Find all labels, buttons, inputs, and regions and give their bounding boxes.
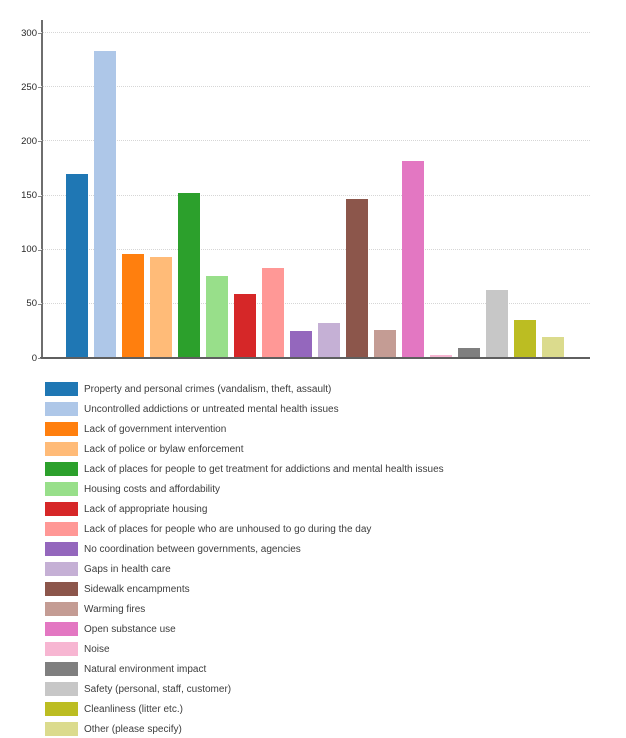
legend-swatch: [45, 482, 78, 496]
legend-label: Lack of appropriate housing: [84, 503, 208, 515]
legend-label: Housing costs and affordability: [84, 483, 221, 495]
legend-swatch: [45, 422, 78, 436]
y-tick-mark-300: [38, 33, 41, 34]
legend-swatch: [45, 522, 78, 536]
bar-13: [402, 160, 424, 358]
bar-18: [542, 337, 564, 358]
legend-item: Lack of police or bylaw enforcement: [45, 439, 615, 459]
legend-item: Gaps in health care: [45, 559, 615, 579]
bar-9: [290, 330, 312, 358]
legend-swatch: [45, 542, 78, 556]
bar-16: [486, 289, 508, 358]
y-tick-label-0: 0: [31, 352, 37, 364]
y-axis-line: [41, 20, 43, 358]
legend-label: Lack of places for people who are unhous…: [84, 523, 372, 535]
legend-label: Gaps in health care: [84, 563, 171, 575]
legend-label: Property and personal crimes (vandalism,…: [84, 383, 332, 395]
y-tick-label-100: 100: [21, 244, 37, 256]
bar-3: [122, 254, 144, 358]
y-tick-label-300: 300: [21, 27, 37, 39]
legend-label: Other (please specify): [84, 723, 182, 735]
y-tick-mark-50: [38, 303, 41, 305]
bar-11: [346, 198, 368, 358]
legend-swatch: [45, 442, 78, 456]
gridline-100: [41, 248, 590, 250]
legend-item: Safety (personal, staff, customer): [45, 679, 615, 699]
legend-label: Natural environment impact: [84, 663, 207, 675]
legend-label: Noise: [84, 643, 110, 655]
legend-label: Lack of government intervention: [84, 423, 227, 435]
chart-area: 0 50 100 150 200 250 300: [21, 20, 590, 364]
legend-label: Sidewalk encampments: [84, 583, 190, 595]
legend-item: Lack of government intervention: [45, 419, 615, 439]
legend-swatch: [45, 502, 78, 516]
bar-17: [514, 320, 536, 358]
gridline-250: [41, 86, 590, 88]
legend-label: No coordination between governments, age…: [84, 543, 301, 555]
legend-item: Open substance use: [45, 619, 615, 639]
legend-swatch: [45, 722, 78, 736]
legend-item: Lack of places for people who are unhous…: [45, 519, 615, 539]
bar-5: [178, 193, 200, 358]
bar-10: [318, 323, 340, 358]
gridline-200: [41, 140, 590, 142]
legend-swatch: [45, 562, 78, 576]
legend-item: Sidewalk encampments: [45, 579, 615, 599]
legend-label: Lack of police or bylaw enforcement: [84, 443, 244, 455]
legend-swatch: [45, 602, 78, 616]
legend-swatch: [45, 702, 78, 716]
legend-item: Natural environment impact: [45, 659, 615, 679]
legend-swatch: [45, 622, 78, 636]
legend-label: Lack of places for people to get treatme…: [84, 463, 444, 475]
legend-item: Lack of places for people to get treatme…: [45, 459, 615, 479]
y-tick-mark-250: [38, 87, 41, 89]
bar-14: [430, 354, 452, 358]
legend-label: Warming fires: [84, 603, 146, 615]
legend-label: Safety (personal, staff, customer): [84, 683, 232, 695]
y-tick-label-150: 150: [21, 190, 37, 201]
y-tick-mark-200: [38, 141, 41, 143]
legend-label: Cleanliness (litter etc.): [84, 703, 183, 715]
bar-2: [94, 51, 116, 358]
y-tick-mark-0: [38, 358, 41, 359]
y-tick-label-200: 200: [21, 135, 37, 147]
legend-swatch: [45, 582, 78, 596]
bar-12: [374, 329, 396, 358]
legend-swatch: [45, 682, 78, 696]
gridline-150: [41, 194, 590, 196]
bar-4: [150, 257, 172, 358]
gridline-50: [41, 302, 590, 304]
bar-15: [458, 348, 480, 358]
legend-item: Lack of appropriate housing: [45, 499, 615, 519]
bar-1: [66, 173, 88, 358]
legend-item: Housing costs and affordability: [45, 479, 615, 499]
bar-7: [234, 294, 256, 358]
y-tick-label-50: 50: [26, 298, 37, 310]
legend-item: Other (please specify): [45, 719, 615, 738]
bar-8: [262, 268, 284, 358]
y-tick-label-250: 250: [21, 81, 37, 93]
plot-area: [41, 20, 590, 358]
legend-item: Cleanliness (litter etc.): [45, 699, 615, 719]
legend-label: Uncontrolled addictions or untreated men…: [84, 403, 339, 415]
y-tick-mark-150: [38, 195, 41, 197]
legend-swatch: [45, 382, 78, 396]
legend-item: Noise: [45, 639, 615, 659]
chart-legend: Property and personal crimes (vandalism,…: [45, 379, 615, 738]
legend-swatch: [45, 402, 78, 416]
legend-swatch: [45, 462, 78, 476]
legend-label: Open substance use: [84, 623, 176, 635]
legend-item: Uncontrolled addictions or untreated men…: [45, 399, 615, 419]
x-axis-line: [40, 357, 590, 359]
legend-item: Warming fires: [45, 599, 615, 619]
bar-6: [206, 275, 228, 358]
y-tick-mark-100: [38, 249, 41, 251]
legend-swatch: [45, 642, 78, 656]
legend-swatch: [45, 662, 78, 676]
legend-item: No coordination between governments, age…: [45, 539, 615, 559]
gridline-300: [41, 32, 590, 33]
legend-item: Property and personal crimes (vandalism,…: [45, 379, 615, 399]
